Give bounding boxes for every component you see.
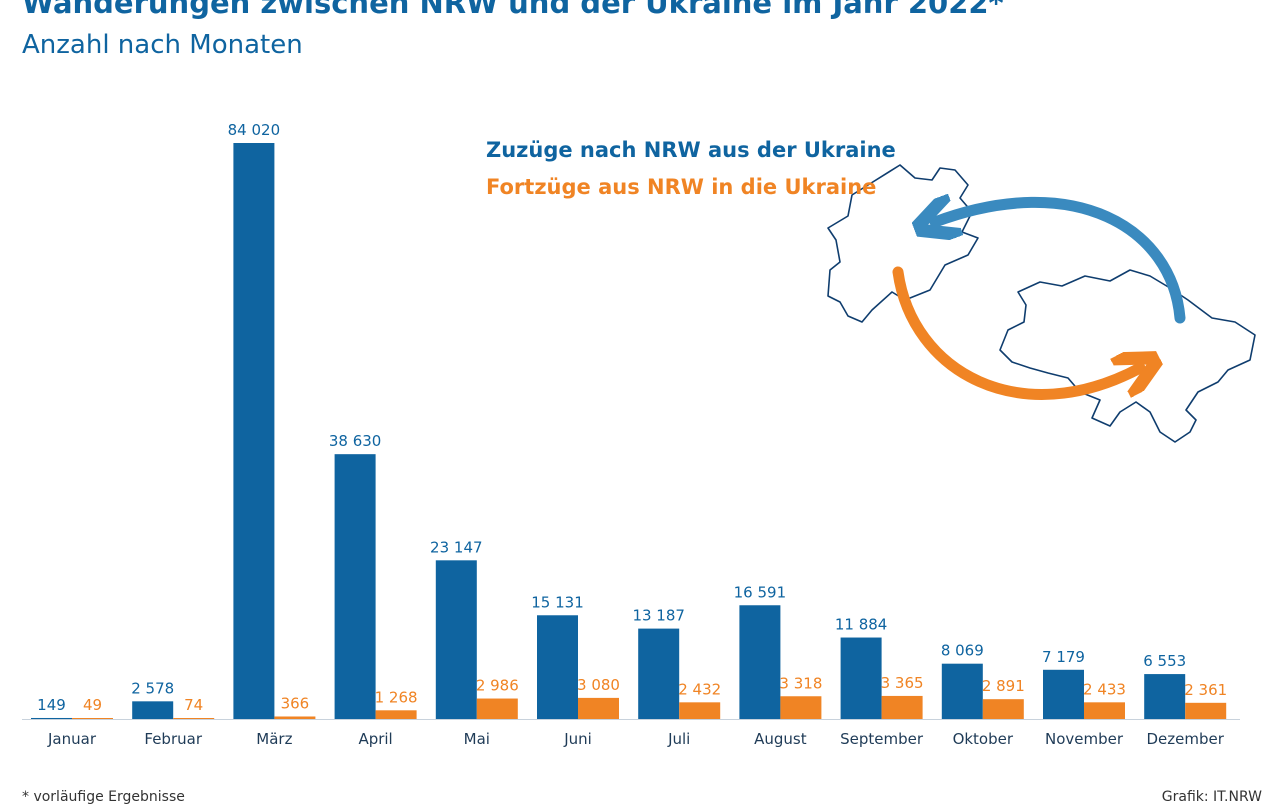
data-label-fortzuege-juni: 3 080 — [577, 676, 620, 694]
data-label-zuzuege-april: 38 630 — [329, 432, 382, 450]
data-label-fortzuege-august: 3 318 — [779, 674, 822, 692]
arrow-zuzuege — [935, 202, 1186, 324]
data-label-zuzuege-november: 7 179 — [1042, 648, 1085, 666]
bar-zuzuege-november — [1043, 669, 1084, 719]
data-label-zuzuege-januar: 149 — [37, 696, 66, 714]
data-label-zuzuege-mai: 23 147 — [430, 538, 483, 556]
x-tick-label: April — [358, 730, 392, 748]
legend-fortzuege: Fortzüge aus NRW in die Ukraine — [486, 175, 877, 199]
data-label-zuzuege-juli: 13 187 — [632, 607, 685, 625]
x-tick-label: März — [256, 730, 292, 748]
bar-zuzuege-februar — [132, 701, 174, 719]
bars-group: 149 49 Januar 2 578 74 Februar 84 020 366 März 38… — [31, 121, 1227, 748]
data-label-zuzuege-dezember: 6 553 — [1143, 652, 1186, 670]
x-tick-label: August — [754, 730, 807, 748]
bar-zuzuege-januar — [31, 717, 72, 719]
bar-fortzuege-mai — [476, 698, 518, 719]
data-label-fortzuege-april: 1 268 — [375, 688, 418, 706]
data-label-zuzuege-september: 11 884 — [835, 616, 888, 634]
chart-subtitle: Anzahl nach Monaten — [22, 30, 303, 60]
data-label-fortzuege-m-rz: 366 — [281, 694, 310, 712]
x-tick-label: Dezember — [1146, 730, 1224, 748]
bar-fortzuege-juni — [578, 697, 619, 719]
nrw-outline — [827, 164, 979, 323]
bar-fortzuege-m-rz — [274, 716, 316, 719]
data-label-zuzuege-februar: 2 578 — [131, 679, 174, 697]
bar-fortzuege-april — [375, 710, 417, 719]
bar-fortzuege-august — [780, 696, 822, 719]
bar-fortzuege-september — [881, 695, 923, 719]
x-tick-label: Januar — [47, 730, 97, 748]
bar-fortzuege-dezember — [1185, 702, 1227, 719]
source-credit: Grafik: IT.NRW — [1161, 789, 1262, 805]
bar-fortzuege-november — [1084, 702, 1125, 719]
data-label-zuzuege-august: 16 591 — [734, 583, 787, 601]
data-label-fortzuege-juli: 2 432 — [678, 680, 721, 698]
ukraine-outline — [999, 269, 1256, 443]
footnote: * vorläufige Ergebnisse — [22, 789, 185, 805]
bar-zuzuege-m-rz — [233, 143, 275, 719]
bar-fortzuege-juli — [679, 702, 721, 719]
bar-zuzuege-dezember — [1144, 674, 1186, 719]
x-tick-label: September — [840, 730, 924, 748]
bar-zuzuege-august — [739, 605, 781, 719]
data-label-fortzuege-dezember: 2 361 — [1184, 681, 1227, 699]
bar-fortzuege-februar — [173, 718, 215, 719]
x-tick-label: November — [1045, 730, 1124, 748]
bar-zuzuege-april — [334, 454, 376, 719]
data-label-fortzuege-februar: 74 — [184, 696, 203, 714]
x-tick-label: Juli — [667, 730, 690, 748]
data-label-fortzuege-mai: 2 986 — [476, 677, 519, 695]
arrow-fortzuege — [892, 266, 1140, 400]
bar-zuzuege-juni — [537, 615, 578, 719]
bar-zuzuege-oktober — [941, 663, 983, 719]
data-label-fortzuege-september: 3 365 — [881, 674, 924, 692]
legend-zuzuege: Zuzüge nach NRW aus der Ukraine — [486, 138, 896, 162]
data-label-fortzuege-januar: 49 — [83, 696, 102, 714]
x-tick-label: Oktober — [953, 730, 1014, 748]
x-tick-label: Juni — [563, 730, 592, 748]
x-tick-label: Februar — [144, 730, 202, 748]
chart-title: Wanderungen zwischen NRW und der Ukraine… — [22, 0, 1004, 20]
data-label-zuzuege-oktober: 8 069 — [941, 642, 984, 660]
bar-fortzuege-januar — [72, 718, 113, 719]
data-label-fortzuege-oktober: 2 891 — [982, 677, 1025, 695]
data-label-fortzuege-november: 2 433 — [1083, 680, 1126, 698]
bar-zuzuege-mai — [435, 560, 477, 719]
bar-zuzuege-september — [840, 637, 882, 719]
x-tick-label: Mai — [464, 730, 490, 748]
data-label-zuzuege-juni: 15 131 — [531, 593, 584, 611]
bar-fortzuege-oktober — [982, 699, 1024, 719]
data-label-zuzuege-m-rz: 84 020 — [228, 121, 281, 139]
bar-zuzuege-juli — [638, 628, 680, 719]
